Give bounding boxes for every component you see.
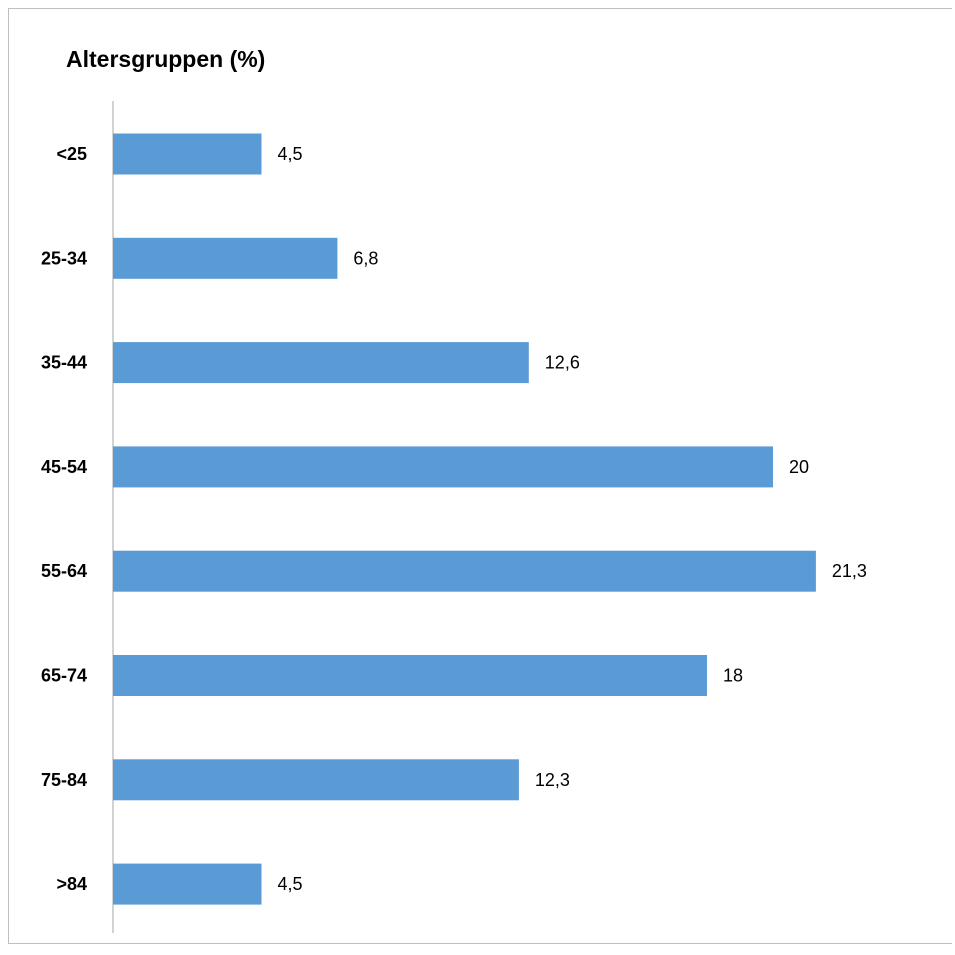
category-label-3: 45-54 [41,457,87,477]
value-label-2: 12,6 [545,353,580,373]
value-label-3: 20 [789,457,809,477]
category-label-7: >84 [56,874,87,894]
bar-5 [113,655,707,696]
category-label-6: 75-84 [41,770,87,790]
value-label-1: 6,8 [353,248,378,268]
category-label-0: <25 [56,144,87,164]
bar-0 [113,133,262,175]
category-label-5: 65-74 [41,666,87,686]
value-label-7: 4,5 [278,874,303,894]
chart-frame [8,8,952,944]
category-label-4: 55-64 [41,561,87,581]
value-label-0: 4,5 [278,144,303,164]
value-label-4: 21,3 [832,561,867,581]
bar-7 [113,863,262,905]
bars-group: <25 4,5 25-34 6,8 35-44 12,6 45-54 20 55-64 21,3 6… [41,133,867,905]
bar-1 [113,237,338,279]
bar-2 [113,342,529,384]
chart-title: Altersgruppen (%) [66,46,265,72]
bar-6 [113,759,519,801]
category-label-2: 35-44 [41,353,87,373]
value-label-6: 12,3 [535,770,570,790]
bar-4 [113,550,816,592]
category-label-1: 25-34 [41,248,87,268]
bar-3 [113,446,773,488]
value-label-5: 18 [723,666,743,686]
